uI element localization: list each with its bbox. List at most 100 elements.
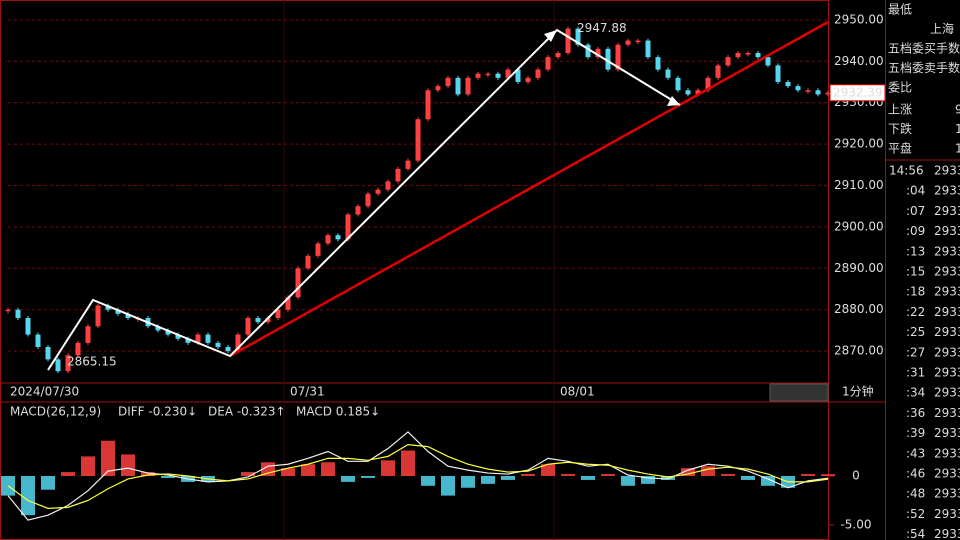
tick-time: :09 bbox=[906, 224, 925, 238]
tick-time: :36 bbox=[906, 406, 925, 420]
tick-time: :25 bbox=[906, 325, 925, 339]
macd-bar bbox=[41, 475, 55, 490]
macd-bar bbox=[101, 440, 115, 476]
stat-value: 1 bbox=[955, 142, 960, 156]
macd-bar bbox=[61, 472, 75, 476]
tick-time: :04 bbox=[906, 184, 925, 198]
macd-bar bbox=[341, 475, 355, 482]
tick-time: :39 bbox=[906, 426, 925, 440]
macd-line bbox=[7, 444, 829, 509]
tick-price: 2933 bbox=[934, 487, 960, 501]
tick-price: 2933 bbox=[934, 204, 960, 218]
macd-legend: MACD 0.185↓ bbox=[296, 405, 380, 419]
last-price: 2932.39 bbox=[833, 85, 883, 99]
macd-bar bbox=[421, 475, 435, 486]
tick-price: 2933 bbox=[934, 406, 960, 420]
y-tick-label: 0 bbox=[852, 468, 860, 482]
tick-price: 2933 bbox=[934, 527, 960, 540]
tick-price: 2933 bbox=[934, 446, 960, 460]
tick-price: 2933 bbox=[934, 467, 960, 481]
macd-legend: DIFF -0.230↓ bbox=[118, 405, 197, 419]
tick-time: :18 bbox=[906, 285, 925, 299]
tick-price: 2933 bbox=[934, 507, 960, 521]
tick-price: 2933 bbox=[934, 265, 960, 279]
macd-bar bbox=[501, 475, 515, 480]
macd-legend: DEA -0.323↑ bbox=[208, 405, 286, 419]
tick-time: 14:56 bbox=[889, 164, 924, 178]
macd-bar bbox=[241, 472, 255, 476]
tick-price: 2933 bbox=[934, 184, 960, 198]
tick-price: 2933 bbox=[934, 366, 960, 380]
macd-bar bbox=[621, 475, 635, 486]
tick-price: 2933 bbox=[934, 224, 960, 238]
macd-bar bbox=[381, 460, 395, 476]
stat-value: 9 bbox=[955, 103, 960, 117]
tick-time: :48 bbox=[906, 487, 925, 501]
macd-bar bbox=[801, 474, 815, 476]
y-tick-label: 2940.00 bbox=[834, 54, 884, 68]
side-row: 最低 bbox=[888, 3, 912, 17]
tick-time: :52 bbox=[906, 507, 925, 521]
y-tick-label: 2910.00 bbox=[834, 178, 884, 192]
macd-bar bbox=[81, 456, 95, 476]
high-label: 2947.88 bbox=[577, 21, 627, 35]
tick-time: :15 bbox=[906, 265, 925, 279]
tick-price: 2933 bbox=[934, 164, 960, 178]
macd-bar bbox=[441, 475, 455, 496]
price-panel: 2950.002940.002930.002920.002910.002900.… bbox=[5, 0, 886, 540]
last-price-box bbox=[829, 84, 886, 102]
macd-bar bbox=[641, 475, 655, 484]
y-tick-label: 2900.00 bbox=[834, 219, 884, 233]
macd-bar bbox=[281, 468, 295, 476]
stat-label: 上涨 bbox=[888, 102, 912, 117]
low-label: 2865.15 bbox=[67, 355, 117, 369]
macd-bar bbox=[701, 466, 715, 476]
macd-legend: MACD(26,12,9) bbox=[10, 405, 101, 419]
tick-time: :27 bbox=[906, 345, 925, 359]
macd-bar bbox=[21, 475, 35, 516]
macd-bar bbox=[821, 474, 835, 476]
macd-bar bbox=[321, 462, 335, 476]
tick-price: 2933 bbox=[934, 426, 960, 440]
y-tick-label: 2920.00 bbox=[834, 137, 884, 151]
macd-bar bbox=[741, 475, 755, 480]
tick-price: 2933 bbox=[934, 305, 960, 319]
tick-time: :54 bbox=[906, 527, 925, 540]
macd-bar bbox=[601, 474, 615, 476]
macd-bar bbox=[681, 468, 695, 476]
x-tick-label: 2024/07/30 bbox=[10, 385, 79, 399]
macd-bar bbox=[161, 475, 175, 478]
side-row: 上海 bbox=[930, 21, 954, 36]
y-tick-label: -5.00 bbox=[840, 518, 871, 532]
macd-bar bbox=[1, 475, 15, 496]
tick-price: 2933 bbox=[934, 244, 960, 258]
side-row: 五档委买手数 bbox=[888, 41, 960, 56]
y-tick-label: 2870.00 bbox=[834, 344, 884, 358]
tick-time: :13 bbox=[906, 244, 925, 258]
x-tick-label: 08/01 bbox=[560, 385, 595, 399]
tick-time: :22 bbox=[906, 305, 925, 319]
tick-time: :07 bbox=[906, 204, 925, 218]
tick-price: 2933 bbox=[934, 386, 960, 400]
macd-bar bbox=[141, 472, 155, 476]
macd-bar bbox=[521, 474, 535, 476]
trend-drawings bbox=[47, 20, 829, 371]
macd-bar bbox=[361, 475, 375, 478]
macd-line bbox=[7, 431, 829, 521]
macd-bar bbox=[121, 454, 135, 476]
macd-panel: 0 -5.00 MACD(26,12,9) DIFF -0.230↓ DEA -0.32… bbox=[1, 405, 872, 532]
y-tick-label: 2890.00 bbox=[834, 261, 884, 275]
tick-time: :43 bbox=[906, 446, 925, 460]
macd-bar bbox=[581, 475, 595, 480]
y-tick-label: 2880.00 bbox=[834, 302, 884, 316]
stat-value: 12 bbox=[955, 122, 960, 136]
macd-bar bbox=[301, 464, 315, 476]
tick-time: :46 bbox=[906, 467, 925, 481]
macd-bar bbox=[561, 474, 575, 476]
macd-bar bbox=[401, 450, 415, 476]
tick-time: :31 bbox=[906, 366, 925, 380]
macd-bar bbox=[761, 475, 775, 486]
side-row: 五档委卖手数 bbox=[888, 60, 960, 75]
